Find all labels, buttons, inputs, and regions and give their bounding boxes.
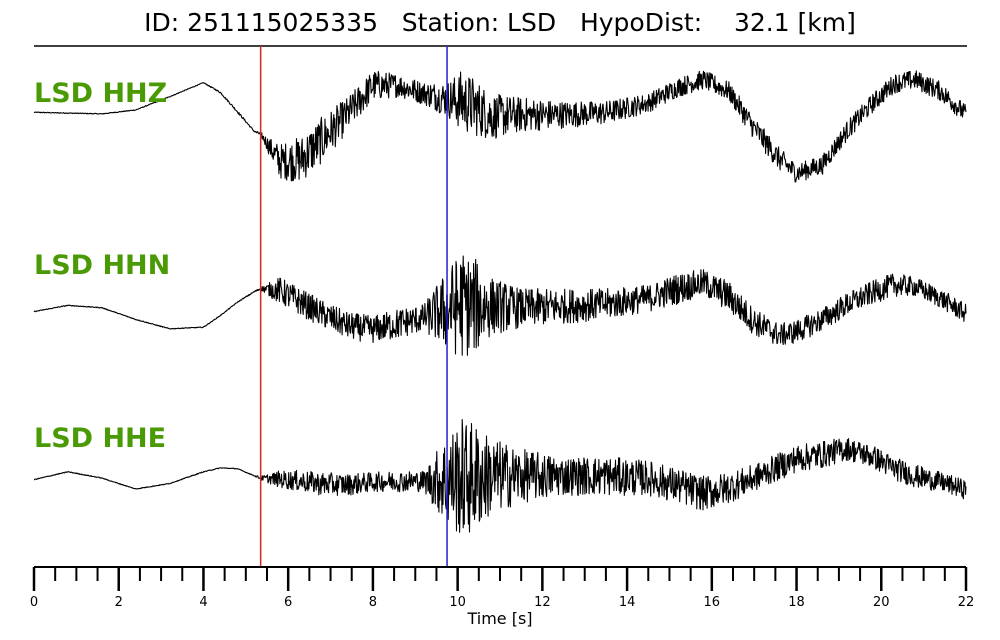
trace-labels: LSD HHZ LSD HHN LSD HHE [34, 78, 170, 454]
x-tick-label: 14 [619, 595, 636, 610]
trace-label-lsd-hhn: LSD HHN [34, 250, 170, 281]
phase-picks [259, 46, 448, 567]
trace-lsd-hhz [33, 70, 967, 183]
trace-group [33, 70, 967, 533]
x-tick-label: 22 [958, 595, 975, 610]
x-tick-label: 10 [449, 595, 466, 610]
x-tick-label: 18 [788, 595, 805, 610]
x-tick-label: 0 [30, 595, 38, 610]
x-tick-label: 12 [534, 595, 551, 610]
x-tick-label: 4 [199, 595, 207, 610]
x-tick-label: 6 [284, 595, 292, 610]
trace-label-lsd-hhz: LSD HHZ [34, 78, 167, 109]
x-axis-label: Time [s] [466, 609, 532, 628]
trace-lsd-hhn [33, 255, 967, 356]
x-tick-label: 8 [369, 595, 377, 610]
trace-label-lsd-hhe: LSD HHE [34, 423, 166, 454]
trace-lsd-hhe [33, 419, 967, 533]
chart-title: ID: 251115025335 Station: LSD HypoDist: … [144, 8, 856, 37]
x-axis: 0 2 4 6 8 10 12 14 16 18 20 22 [30, 566, 975, 610]
x-tick-label: 20 [873, 595, 890, 610]
x-tick-label: 2 [115, 595, 123, 610]
x-tick-label: 16 [704, 595, 721, 610]
